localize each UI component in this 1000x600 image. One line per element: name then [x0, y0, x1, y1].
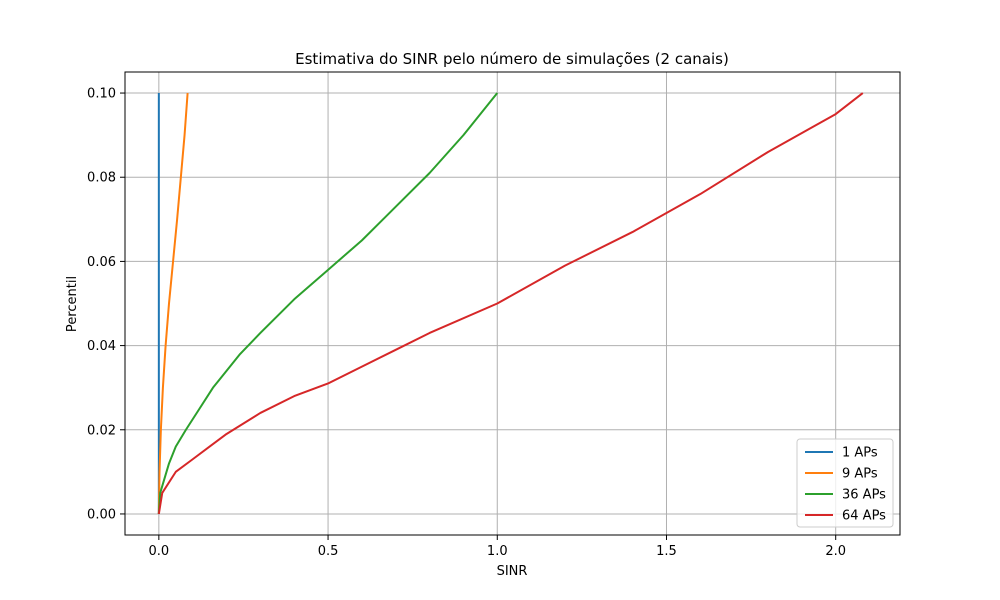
series-layer: [157, 92, 864, 515]
series-line-3: [157, 92, 499, 515]
x-tick-label: 0.0: [148, 544, 169, 559]
x-axis-label: SINR: [497, 564, 528, 579]
y-tick-label: 0.04: [87, 339, 116, 354]
x-tick-label: 1.5: [656, 544, 677, 559]
series-line-4: [157, 92, 864, 515]
legend-entry-label: 9 APs: [842, 467, 878, 482]
ticks: 0.0 0.5 1.0 1.5 2.0 0.00 0.02 0.04 0.06 0.08 0.10: [87, 87, 846, 559]
legend-entry-label: 1 APs: [842, 446, 878, 461]
y-tick-label: 0.02: [87, 423, 116, 438]
x-tick-label: 1.0: [487, 544, 508, 559]
y-tick-label: 0.00: [87, 507, 116, 522]
legend: 1 APs 9 APs 36 APs 64 APs: [796, 438, 894, 528]
grid: [125, 72, 900, 535]
y-tick-label: 0.10: [87, 87, 116, 102]
legend-entry-label: 64 APs: [842, 509, 886, 524]
y-tick-label: 0.08: [87, 171, 116, 186]
x-tick-label: 0.5: [318, 544, 339, 559]
x-tick-label: 2.0: [825, 544, 846, 559]
y-axis-label: Percentil: [65, 276, 80, 332]
y-tick-label: 0.06: [87, 255, 116, 270]
series-line-2: [157, 92, 189, 514]
plot-frame: [124, 71, 901, 536]
chart-title: Estimativa do SINR pelo número de simula…: [295, 50, 729, 68]
legend-entry-label: 36 APs: [842, 488, 886, 503]
legend-box: [796, 438, 894, 528]
